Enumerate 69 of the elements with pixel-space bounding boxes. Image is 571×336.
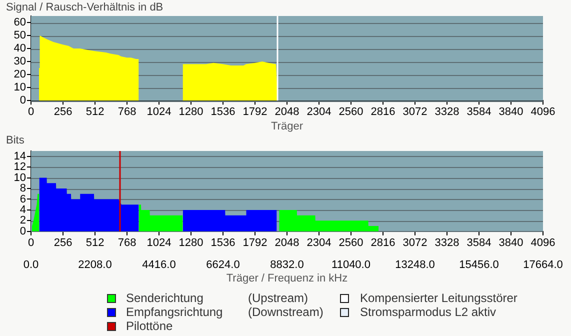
x2-tick-label: 8832.0 <box>270 259 304 272</box>
x-tick-label: 4096 <box>530 106 556 118</box>
y-tick-label: 40 <box>14 42 26 55</box>
x-tick-label: 3072 <box>402 237 428 250</box>
y-axis-title: Bits <box>6 134 25 147</box>
y-tick-label: 8 <box>20 182 26 195</box>
x-tick-label: 1024 <box>146 237 172 250</box>
x-tick-label: 3584 <box>466 106 492 118</box>
x-tick-label: 1024 <box>146 106 172 118</box>
x-tick-label: 768 <box>118 237 136 250</box>
x-tick-label: 256 <box>54 237 72 250</box>
x-tick-label: 3584 <box>466 237 492 250</box>
x-tick-label: 1792 <box>242 106 268 118</box>
x2-tick-label: 11040.0 <box>332 259 370 272</box>
x-tick-label: 2560 <box>338 106 364 118</box>
x-tick-label: 2560 <box>338 237 364 250</box>
x-axis-title: Träger <box>271 120 304 132</box>
y-tick-label: 2 <box>20 214 26 227</box>
text: Stromsparmodus L2 aktiv <box>360 305 496 319</box>
x2-tick-label: 17664.0 <box>523 259 563 272</box>
x-tick-label: 1536 <box>210 106 236 118</box>
y-tick-label: 14 <box>14 150 26 162</box>
x-tick-label: 2304 <box>306 237 332 250</box>
y-tick-label: 20 <box>14 68 26 81</box>
text: Kompensierter Leitungsstörer <box>360 291 518 305</box>
y-tick-label: 0 <box>20 225 26 238</box>
x-axis-title: Träger / Frequenz in kHz <box>226 272 348 284</box>
x-tick-label: 256 <box>54 106 72 118</box>
x2-tick-label: 4416.0 <box>142 259 176 272</box>
x-tick-label: 3072 <box>402 106 428 118</box>
x-tick-label: 2304 <box>306 106 332 118</box>
y-tick-label: 30 <box>14 56 26 68</box>
x2-tick-label: 2208.0 <box>78 259 112 272</box>
x-tick-label: 2816 <box>370 106 396 118</box>
y-tick-label: 6 <box>20 193 26 206</box>
y-tick-label: 60 <box>14 16 26 29</box>
x-tick-label: 3840 <box>498 106 524 118</box>
x2-tick-label: 0.0 <box>23 259 39 272</box>
y-axis-title: Signal / Rausch-Verhältnis in dB <box>6 2 164 14</box>
y-tick-label: 4 <box>20 204 26 216</box>
x2-tick-label: 13248.0 <box>395 259 435 272</box>
text: (Upstream) <box>248 291 308 305</box>
legend-label: Pilottöne <box>126 319 173 333</box>
x-tick-label: 2816 <box>370 237 396 250</box>
x-tick-label: 512 <box>86 237 104 250</box>
y-tick-label: 50 <box>14 30 26 42</box>
y-tick-label: 12 <box>14 161 26 174</box>
x-tick-label: 1536 <box>210 237 236 250</box>
x2-tick-label: 15456.0 <box>459 259 499 272</box>
y-tick-label: 10 <box>14 172 26 184</box>
y-tick-label: 10 <box>14 82 26 94</box>
text: (Downstream) <box>248 305 324 319</box>
x-tick-label: 0 <box>28 237 34 250</box>
legend-label: Senderichtung <box>126 291 204 305</box>
x-tick-label: 1280 <box>178 106 204 118</box>
x-tick-label: 2048 <box>274 106 300 118</box>
x2-tick-label: 6624.0 <box>206 259 240 272</box>
legend-label: Empfangsrichtung <box>126 305 223 319</box>
x-tick-label: 3840 <box>498 237 524 250</box>
y-tick-label: 0 <box>20 94 26 107</box>
x-tick-label: 1792 <box>242 237 268 250</box>
x-tick-label: 0 <box>28 106 34 118</box>
x-tick-label: 768 <box>118 106 136 118</box>
x-tick-label: 3328 <box>434 237 460 250</box>
x-tick-label: 4096 <box>530 237 556 250</box>
x-tick-label: 2048 <box>274 237 300 250</box>
x-tick-label: 1280 <box>178 237 204 250</box>
x-tick-label: 512 <box>86 106 104 118</box>
x-tick-label: 3328 <box>434 106 460 118</box>
